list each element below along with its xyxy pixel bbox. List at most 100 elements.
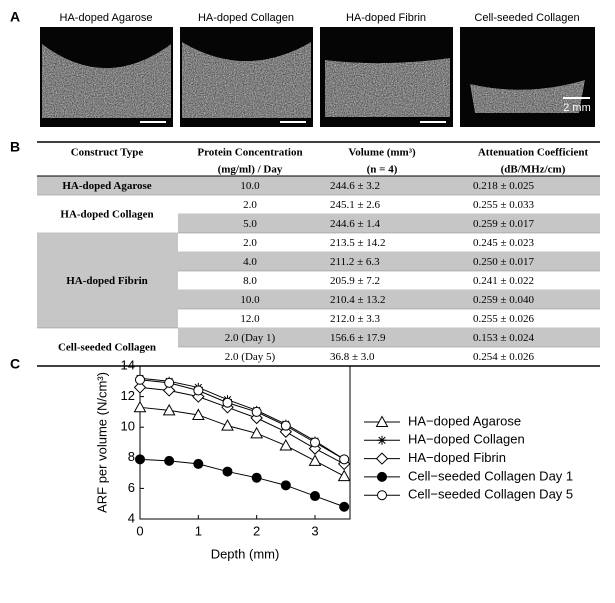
table-cell: 36.8 ± 3.0 xyxy=(330,351,375,363)
panel-label: B xyxy=(10,139,20,155)
table-cell: 0.241 ± 0.022 xyxy=(473,275,534,287)
marker xyxy=(310,491,320,502)
marker xyxy=(135,454,145,465)
marker xyxy=(193,458,204,469)
x-tick-label: 0 xyxy=(136,523,143,538)
legend-label: Cell−seeded Collagen Day 1 xyxy=(408,468,573,483)
table-cell: 0.259 ± 0.040 xyxy=(473,294,535,306)
row-shade xyxy=(178,214,600,233)
marker xyxy=(375,415,389,427)
construct-type: Cell-seeded Collagen xyxy=(58,342,156,354)
table-cell: 2.0 xyxy=(243,237,257,249)
marker xyxy=(133,400,147,413)
marker xyxy=(162,403,176,416)
sample xyxy=(182,42,311,118)
y-axis-label: ARF per volume (N/cm³) xyxy=(94,372,109,513)
x-tick-label: 1 xyxy=(195,523,202,538)
y-tick-label: 12 xyxy=(121,388,135,403)
series-line xyxy=(139,379,345,460)
marker xyxy=(191,408,205,420)
row-shade xyxy=(178,252,600,271)
marker xyxy=(193,385,204,396)
marker xyxy=(280,480,291,491)
marker xyxy=(135,374,145,385)
table-cell: 156.6 ± 17.9 xyxy=(330,332,386,344)
marker xyxy=(339,454,350,465)
table-cell: 245.1 ± 2.6 xyxy=(330,199,381,211)
image-title: HA-doped Agarose xyxy=(60,12,153,24)
table-cell: 5.0 xyxy=(243,218,257,230)
marker xyxy=(164,377,175,388)
image-title: Cell-seeded Collagen xyxy=(474,12,579,24)
marker xyxy=(377,490,387,501)
ultrasound-images: 2 mm xyxy=(40,27,595,127)
marker xyxy=(375,452,389,465)
marker xyxy=(280,420,291,431)
marker xyxy=(339,501,350,512)
table-cell: 10.0 xyxy=(240,180,260,192)
table-cell: 0.218 ± 0.025 xyxy=(473,180,535,192)
table-cell: 0.254 ± 0.026 xyxy=(473,351,535,363)
column-header: (mg/ml) / Day xyxy=(218,164,283,176)
table-cell: 10.0 xyxy=(240,294,260,306)
construct-type: HA-doped Agarose xyxy=(62,180,151,192)
marker xyxy=(164,455,175,466)
table-cell: 12.0 xyxy=(240,313,260,325)
marker xyxy=(133,381,147,394)
table-cell: 0.153 ± 0.024 xyxy=(473,332,535,344)
table-cell: 210.4 ± 13.2 xyxy=(330,294,386,306)
table-cell: 2.0 (Day 5) xyxy=(225,351,276,363)
marker xyxy=(310,437,320,448)
legend-label: HA−doped Collagen xyxy=(408,432,525,447)
y-tick-label: 4 xyxy=(128,510,135,525)
marker xyxy=(279,439,293,451)
table-cell: 0.250 ± 0.017 xyxy=(473,256,535,268)
table-cell: 2.0 xyxy=(243,199,257,211)
column-header: Volume (mm³) xyxy=(348,147,416,159)
x-tick-label: 3 xyxy=(311,523,318,538)
column-header: (dB/MHz/cm) xyxy=(501,164,566,176)
marker xyxy=(222,466,233,477)
table-cell: 8.0 xyxy=(243,275,257,287)
x-axis-label: Depth (mm) xyxy=(211,546,280,561)
y-tick-label: 14 xyxy=(121,357,135,372)
y-tick-label: 6 xyxy=(128,480,135,495)
sample xyxy=(42,44,171,118)
y-tick-label: 10 xyxy=(121,419,135,434)
table-cell: 205.9 ± 7.2 xyxy=(330,275,380,287)
row-shade xyxy=(178,290,600,309)
sample xyxy=(470,80,585,113)
construct-type: HA-doped Collagen xyxy=(60,209,153,221)
panel-label: A xyxy=(10,9,20,25)
panel-label: C xyxy=(10,356,20,372)
image-title: HA-doped Collagen xyxy=(198,12,294,24)
marker xyxy=(221,419,234,431)
table-cell: 244.6 ± 1.4 xyxy=(330,218,381,230)
table: Construct Type Protein Concentration (mg/m… xyxy=(37,141,600,367)
table-cell: 211.2 ± 6.3 xyxy=(330,256,380,268)
table-cell: 0.255 ± 0.033 xyxy=(473,199,535,211)
column-header: Protein Concentration xyxy=(197,147,302,159)
marker xyxy=(251,472,262,483)
marker xyxy=(377,471,387,482)
row-shade xyxy=(178,176,600,195)
sample xyxy=(325,58,450,117)
column-header: (n = 4) xyxy=(367,164,398,176)
marker xyxy=(250,426,264,439)
legend-label: HA−doped Fibrin xyxy=(408,450,506,465)
column-header: Attenuation Coefficient xyxy=(478,147,589,159)
series-line xyxy=(139,406,345,477)
table-cell: 0.259 ± 0.017 xyxy=(473,218,535,230)
table-cell: 2.0 (Day 1) xyxy=(225,332,276,344)
construct-type: HA-doped Fibrin xyxy=(66,275,148,287)
plot-frame xyxy=(139,365,351,520)
legend-label: Cell−seeded Collagen Day 5 xyxy=(408,487,573,502)
row-shade xyxy=(178,328,600,347)
marker xyxy=(222,397,233,408)
column-header: Construct Type xyxy=(71,147,144,159)
legend-label: HA−doped Agarose xyxy=(408,413,521,428)
table-cell: 212.0 ± 3.3 xyxy=(330,313,381,325)
marker xyxy=(337,469,351,482)
image-title: HA-doped Fibrin xyxy=(346,12,426,24)
